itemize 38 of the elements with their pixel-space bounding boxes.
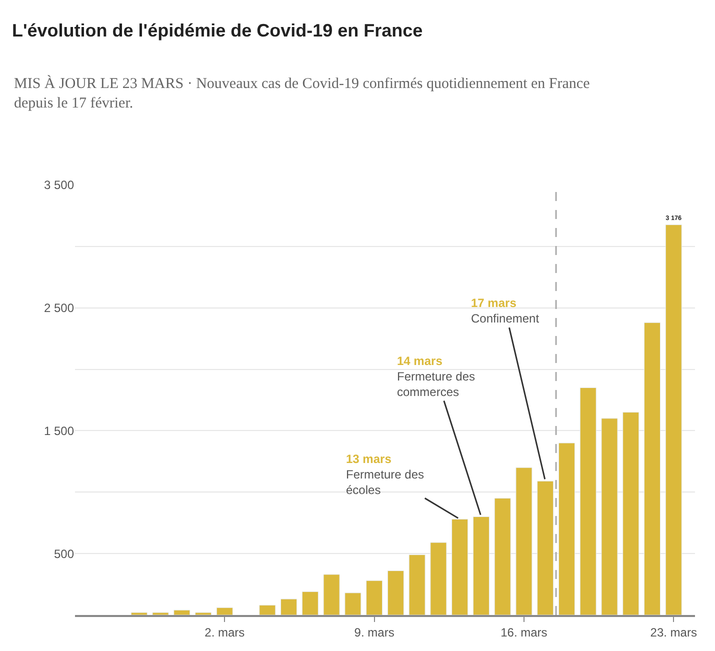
annotation: 17 mars Confinement — [471, 296, 540, 326]
bar — [344, 592, 362, 615]
bar — [644, 322, 661, 615]
y-tick-label: 2 500 — [44, 301, 74, 316]
bar — [387, 570, 404, 615]
bar — [430, 542, 447, 615]
bar — [130, 612, 148, 615]
bar — [494, 498, 511, 615]
bar — [558, 442, 575, 615]
bar — [195, 612, 212, 615]
bar — [323, 574, 340, 615]
bar — [665, 224, 682, 615]
bar — [452, 518, 468, 615]
x-tick-label: 9. mars — [354, 625, 394, 640]
y-tick-label: 1 500 — [44, 424, 74, 438]
bar — [622, 412, 640, 615]
bar — [580, 387, 596, 615]
bar — [408, 554, 426, 615]
x-tick-label: 16. mars — [500, 625, 548, 640]
annotation: 13 mars Fermeture des écoles — [346, 452, 424, 498]
bar — [601, 418, 618, 615]
bar — [259, 604, 276, 615]
x-tick-label: 2. mars — [204, 625, 245, 640]
bar — [516, 467, 532, 615]
bar — [152, 612, 169, 615]
annotation: 14 mars Fermeture des commerces — [397, 354, 476, 400]
y-tick-label: 500 — [54, 546, 74, 561]
chart-subtitle: MIS À JOUR LE 23 MARS · Nouveaux cas de Covid-19 confirmés quotidiennement en France depuis le 17 février. — [14, 75, 590, 112]
bar — [280, 598, 298, 615]
bar — [537, 480, 554, 615]
bar — [174, 610, 190, 615]
bar — [302, 591, 318, 615]
bar — [366, 580, 383, 615]
bar — [472, 516, 490, 615]
chart-title: L'évolution de l'épidémie de Covid-19 en France — [12, 20, 423, 40]
bar — [216, 607, 233, 615]
y-tick-label: 3 500 — [44, 178, 74, 192]
x-tick-label: 23. mars — [650, 625, 697, 640]
